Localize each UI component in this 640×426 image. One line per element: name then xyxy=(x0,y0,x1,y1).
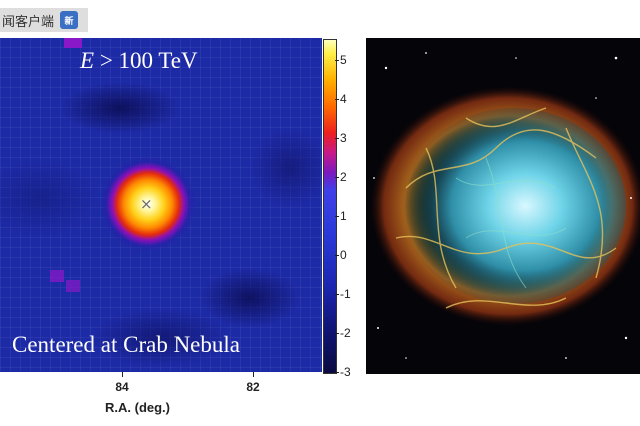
colorbar-tick xyxy=(335,294,339,295)
colorbar-tick xyxy=(335,99,339,100)
colorbar-label: 1 xyxy=(340,209,347,223)
energy-symbol: E xyxy=(80,48,95,73)
colorbar-label: 2 xyxy=(340,170,347,184)
x-tick-label: 82 xyxy=(246,380,260,394)
crab-position-marker: × xyxy=(140,195,153,213)
energy-threshold-label: E > 100 TeV xyxy=(80,48,198,74)
hotspot-patch xyxy=(64,38,82,48)
colorbar-tick xyxy=(335,216,339,217)
hotspot-patch xyxy=(66,280,80,292)
ra-axis: 84 82 R.A. (deg.) xyxy=(0,372,322,422)
colorbar-label: 4 xyxy=(340,92,347,106)
energy-threshold-text: > 100 TeV xyxy=(94,48,198,73)
colorbar-tick xyxy=(335,60,339,61)
x-tick-mark xyxy=(122,372,123,377)
colorbar-label: 3 xyxy=(340,131,347,145)
crab-nebula-photo xyxy=(366,38,640,374)
colorbar-tick xyxy=(335,333,339,334)
colorbar-tick xyxy=(335,255,339,256)
colorbar-label: 0 xyxy=(340,248,347,262)
news-app-icon: 新 xyxy=(60,11,79,29)
x-axis-title: R.A. (deg.) xyxy=(105,400,170,415)
colorbar-tick xyxy=(335,372,339,373)
x-tick-mark xyxy=(253,372,254,377)
colorbar-tick xyxy=(335,138,339,139)
x-tick-label: 84 xyxy=(115,380,129,394)
significance-colorbar xyxy=(323,39,337,374)
colorbar-tick xyxy=(335,177,339,178)
significance-sky-map: E > 100 TeV × Centered at Crab Nebula xyxy=(0,38,322,372)
map-caption: Centered at Crab Nebula xyxy=(12,332,240,357)
colorbar-label: -1 xyxy=(340,287,351,301)
app-badge-label: 闻客户端 xyxy=(2,14,55,30)
hotspot-patch xyxy=(50,270,64,282)
colorbar-label: 5 xyxy=(340,53,347,67)
colorbar-label: -2 xyxy=(340,326,351,340)
app-badge[interactable]: 闻客户端 新 xyxy=(0,8,88,32)
colorbar-label: -3 xyxy=(340,365,351,379)
